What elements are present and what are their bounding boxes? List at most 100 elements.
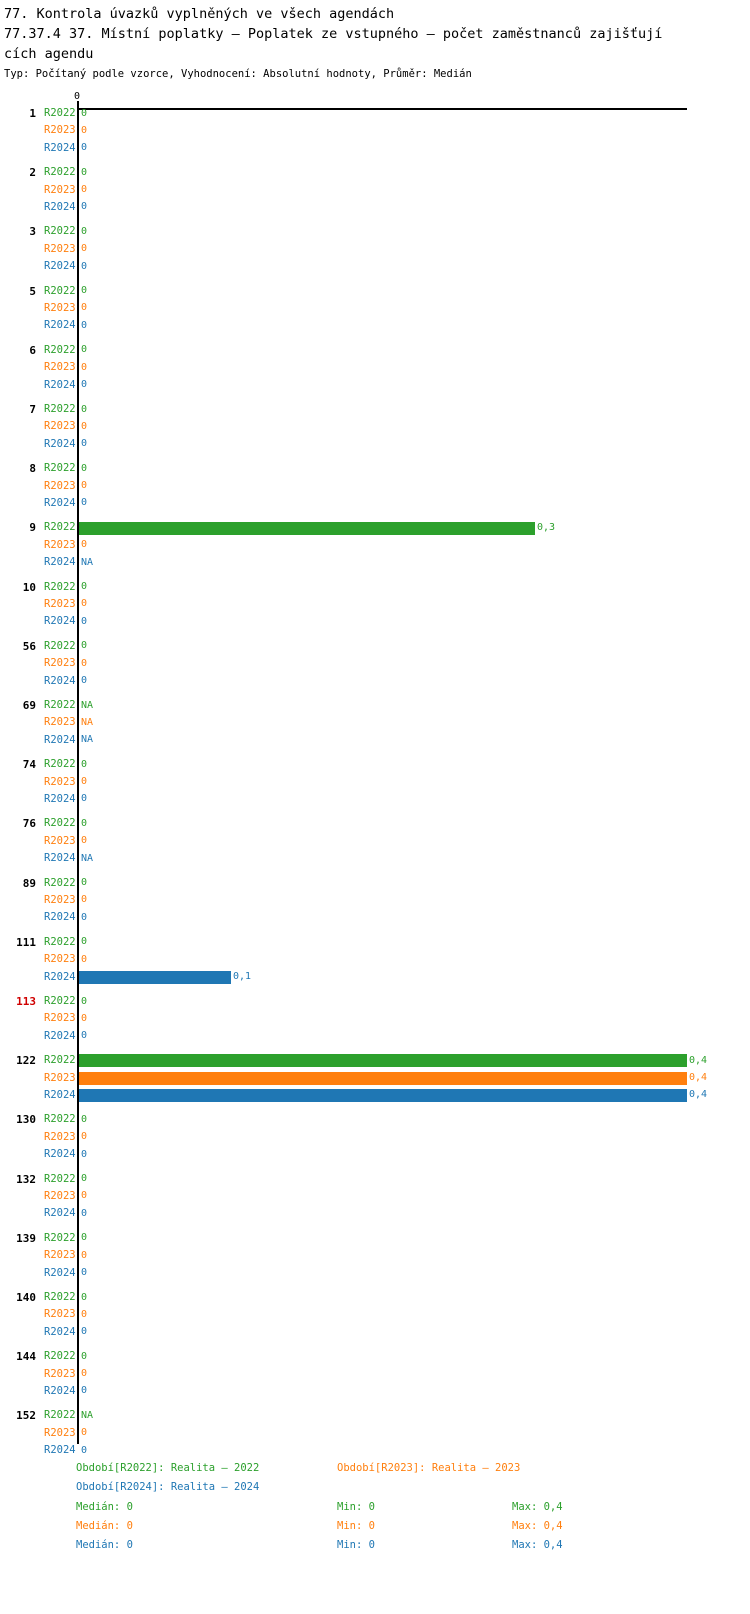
bar-value-label: 0 bbox=[81, 598, 88, 610]
series-label-r2023: R2023 bbox=[44, 1071, 76, 1084]
bar-row: R2024 0 bbox=[0, 436, 750, 453]
bar-row: R2023 0 bbox=[0, 892, 750, 909]
series-label-r2024: R2024 bbox=[44, 1444, 76, 1457]
series-label-r2024: R2024 bbox=[44, 852, 76, 865]
series-label-r2023: R2023 bbox=[44, 1189, 76, 1202]
bar-value-label: 0 bbox=[81, 361, 88, 373]
bar-row: R2024 0 bbox=[0, 1146, 750, 1163]
bar-value-label: 0 bbox=[81, 319, 88, 331]
bar-value-label: 0 bbox=[81, 420, 88, 432]
bar-value-label: 0 bbox=[81, 1308, 88, 1320]
bar-group: 7 R2022 0 R2023 0 R2024 0 bbox=[0, 401, 750, 453]
bar-row: R2024 0 bbox=[0, 909, 750, 926]
bar-row: 1 R2022 0 bbox=[0, 105, 750, 122]
bar-value-label: 0 bbox=[81, 243, 88, 255]
series-label-r2024: R2024 bbox=[44, 378, 76, 391]
bar-value-label: NA bbox=[81, 556, 94, 568]
series-label-r2022: R2022 bbox=[44, 166, 76, 179]
bar-row: R2023 0,4 bbox=[0, 1070, 750, 1087]
series-label-r2022: R2022 bbox=[44, 876, 76, 889]
bar-value-label: 0 bbox=[81, 403, 88, 415]
bar-group: 132 R2022 0 R2023 0 R2024 0 bbox=[0, 1171, 750, 1223]
page-title-line-3: cích agendu bbox=[4, 46, 94, 62]
bar-row: R2024 0 bbox=[0, 613, 750, 630]
bar-row: R2024 0 bbox=[0, 1205, 750, 1222]
group-number-label: 144 bbox=[16, 1350, 36, 1364]
bar-value-label: 0 bbox=[81, 1444, 88, 1456]
bar-r2022 bbox=[79, 521, 535, 535]
bar-row: R2024 0 bbox=[0, 140, 750, 157]
bar-group: 76 R2022 0 R2023 0 R2024 NA bbox=[0, 815, 750, 867]
bar-value-label: 0 bbox=[81, 480, 88, 492]
bar-value-label: 0 bbox=[81, 1232, 88, 1244]
bar-row: R2023 0 bbox=[0, 241, 750, 258]
bar-group: 139 R2022 0 R2023 0 R2024 0 bbox=[0, 1230, 750, 1282]
bar-row: R2023 0 bbox=[0, 596, 750, 613]
series-label-r2024: R2024 bbox=[44, 1088, 76, 1101]
bar-group: 1 R2022 0 R2023 0 R2024 0 bbox=[0, 105, 750, 157]
legend-item-r2023: Období[R2023]: Realita – 2023 bbox=[337, 1462, 521, 1474]
series-label-r2022: R2022 bbox=[44, 1113, 76, 1126]
bar-row: 122 R2022 0,4 bbox=[0, 1052, 750, 1069]
bar-group: 2 R2022 0 R2023 0 R2024 0 bbox=[0, 164, 750, 216]
bar-value-label: 0 bbox=[81, 995, 88, 1007]
page-title-line-1: 77. Kontrola úvazků vyplněných ve všech … bbox=[4, 6, 395, 22]
series-label-r2023: R2023 bbox=[44, 893, 76, 906]
series-label-r2023: R2023 bbox=[44, 1012, 76, 1025]
series-label-r2024: R2024 bbox=[44, 792, 76, 805]
series-label-r2022: R2022 bbox=[44, 521, 76, 534]
bar-row: 5 R2022 0 bbox=[0, 283, 750, 300]
bar-row: 132 R2022 0 bbox=[0, 1171, 750, 1188]
bar-row: 76 R2022 0 bbox=[0, 815, 750, 832]
chart-footer: Období[R2022]: Realita – 2022 Období[R202… bbox=[0, 1462, 750, 1558]
bar-group: 113 R2022 0 R2023 0 R2024 0 bbox=[0, 993, 750, 1045]
bar-value-label: 0 bbox=[81, 285, 88, 297]
bar-row: R2023 0 bbox=[0, 1306, 750, 1323]
bar-value-label: 0,3 bbox=[537, 521, 556, 533]
bar-value-label: 0 bbox=[81, 1326, 88, 1338]
bar-row: R2023 0 bbox=[0, 182, 750, 199]
bar-group: 144 R2022 0 R2023 0 R2024 0 bbox=[0, 1348, 750, 1400]
bar-value-label: 0 bbox=[81, 1207, 88, 1219]
bar-value-label: 0 bbox=[81, 260, 88, 272]
series-label-r2023: R2023 bbox=[44, 183, 76, 196]
series-label-r2024: R2024 bbox=[44, 970, 76, 983]
legend-item-r2022: Období[R2022]: Realita – 2022 bbox=[76, 1462, 260, 1474]
bar-row: R2023 0 bbox=[0, 951, 750, 968]
chart-meta-line: Typ: Počítaný podle vzorce, Vyhodnocení:… bbox=[4, 68, 472, 80]
bar-value-label: 0 bbox=[81, 1249, 88, 1261]
group-number-label: 56 bbox=[22, 639, 36, 653]
bar-row: 69 R2022 NA bbox=[0, 697, 750, 714]
series-label-r2024: R2024 bbox=[44, 319, 76, 332]
group-number-label: 130 bbox=[16, 1113, 36, 1127]
bar-row: R2023 0 bbox=[0, 774, 750, 791]
bar-value-label: 0 bbox=[81, 1350, 88, 1362]
bar-row: R2024 0 bbox=[0, 317, 750, 334]
bar-value-label: 0 bbox=[81, 758, 88, 770]
y-axis-line bbox=[77, 101, 79, 1444]
chart-plot-area: 0 1 R2022 0 R2023 0 R2024 0 2 R2022 0 R2023 0 R2024 0… bbox=[0, 92, 750, 1462]
bar-value-label: 0 bbox=[81, 817, 88, 829]
series-label-r2024: R2024 bbox=[44, 496, 76, 509]
series-label-r2022: R2022 bbox=[44, 699, 76, 711]
bar-row: R2024 NA bbox=[0, 732, 750, 749]
bar-row: 139 R2022 0 bbox=[0, 1230, 750, 1247]
series-label-r2023: R2023 bbox=[44, 538, 76, 551]
bar-row: R2023 0 bbox=[0, 418, 750, 435]
bar-value-label: 0 bbox=[81, 1190, 88, 1202]
bar-value-label: 0 bbox=[81, 640, 88, 652]
series-label-r2024: R2024 bbox=[44, 1384, 76, 1397]
bar-value-label: 0 bbox=[81, 1385, 88, 1397]
bar-row: R2024 0 bbox=[0, 258, 750, 275]
bar-value-label: NA bbox=[81, 699, 94, 711]
bar-row: R2024 0 bbox=[0, 791, 750, 808]
bar-row: R2024 0 bbox=[0, 1324, 750, 1341]
bar-value-label: 0,4 bbox=[689, 1072, 708, 1084]
bar-value-label: 0 bbox=[81, 1173, 88, 1185]
stat-max-r2022: Max: 0,4 bbox=[512, 1500, 563, 1513]
series-label-r2024: R2024 bbox=[44, 260, 76, 273]
group-number-label: 111 bbox=[16, 935, 36, 949]
bar-row: 6 R2022 0 bbox=[0, 342, 750, 359]
bar-value-label: 0 bbox=[81, 539, 88, 551]
bar-value-label: 0 bbox=[81, 302, 88, 314]
